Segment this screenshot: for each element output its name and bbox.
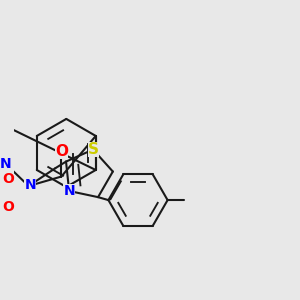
Text: O: O <box>3 200 14 214</box>
Text: S: S <box>88 142 99 157</box>
Text: N: N <box>24 178 36 191</box>
Text: N: N <box>63 184 75 198</box>
Text: O: O <box>55 144 68 159</box>
Text: O: O <box>3 172 14 186</box>
Text: N: N <box>0 157 11 171</box>
